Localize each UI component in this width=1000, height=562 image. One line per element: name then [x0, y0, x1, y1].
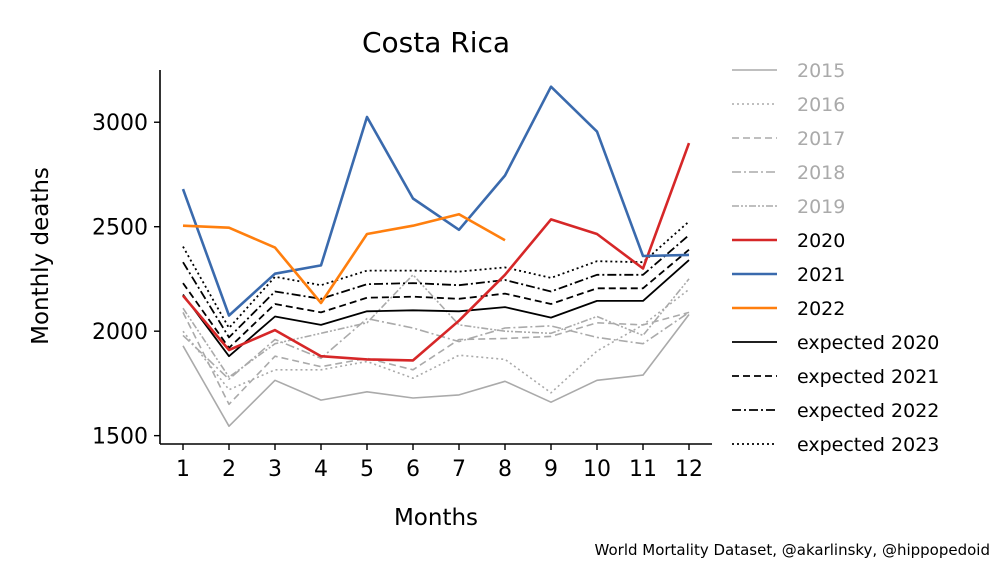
x-tick-label: 5	[360, 457, 374, 482]
y-axis-label: Monthly deaths	[28, 167, 54, 345]
legend-label: 2021	[797, 264, 845, 286]
series-line-2022	[182, 212, 506, 305]
source-caption: World Mortality Dataset, @akarlinsky, @h…	[595, 541, 990, 559]
x-tick-label: 4	[314, 457, 328, 482]
y-tick-label: 3000	[92, 111, 148, 136]
x-tick-label: 6	[406, 457, 420, 482]
series-line-2017	[182, 311, 690, 406]
series-line-expected-2021	[182, 249, 690, 349]
legend: 2015 2016 2017 2018 2019 2020 2021 2022 expected…	[732, 60, 939, 456]
legend-label: expected 2022	[797, 400, 939, 422]
legend-label: 2017	[797, 128, 845, 150]
series-line-expected-2022	[182, 234, 690, 339]
series-line-expected-2023	[182, 220, 690, 329]
x-tick-label: 10	[583, 457, 611, 482]
legend-label: 2015	[797, 60, 845, 82]
y-tick-label: 2000	[92, 320, 148, 345]
legend-label: expected 2021	[797, 366, 939, 388]
x-tick-label: 7	[452, 457, 466, 482]
y-tick-label: 2500	[92, 216, 148, 241]
chart-title: Costa Rica	[362, 26, 510, 59]
legend-label: 2019	[797, 196, 845, 218]
legend-label: 2016	[797, 94, 845, 116]
x-tick-label: 3	[268, 457, 282, 482]
series-line-2021	[181, 85, 690, 317]
series-line-2016	[182, 288, 690, 394]
y-tick-label: 1500	[92, 425, 148, 450]
x-tick-label: 9	[544, 457, 558, 482]
x-axis-label: Months	[394, 505, 478, 531]
x-tick-label: 11	[629, 457, 657, 482]
x-tick-label: 1	[176, 457, 190, 482]
legend-label: expected 2020	[797, 332, 939, 354]
legend-label: 2022	[797, 298, 845, 320]
series-line-expected-2020	[182, 259, 690, 358]
series-line-2018	[182, 311, 690, 380]
series-line-2015	[182, 314, 690, 427]
x-tick-label: 12	[675, 457, 703, 482]
x-tick-label: 2	[222, 457, 236, 482]
legend-label: expected 2023	[797, 434, 939, 456]
x-tick-label: 8	[498, 457, 512, 482]
series-line-2020	[182, 142, 691, 362]
legend-label: 2018	[797, 162, 845, 184]
plot-area	[181, 85, 691, 427]
series-line-2019	[182, 274, 690, 378]
legend-label: 2020	[797, 230, 845, 252]
